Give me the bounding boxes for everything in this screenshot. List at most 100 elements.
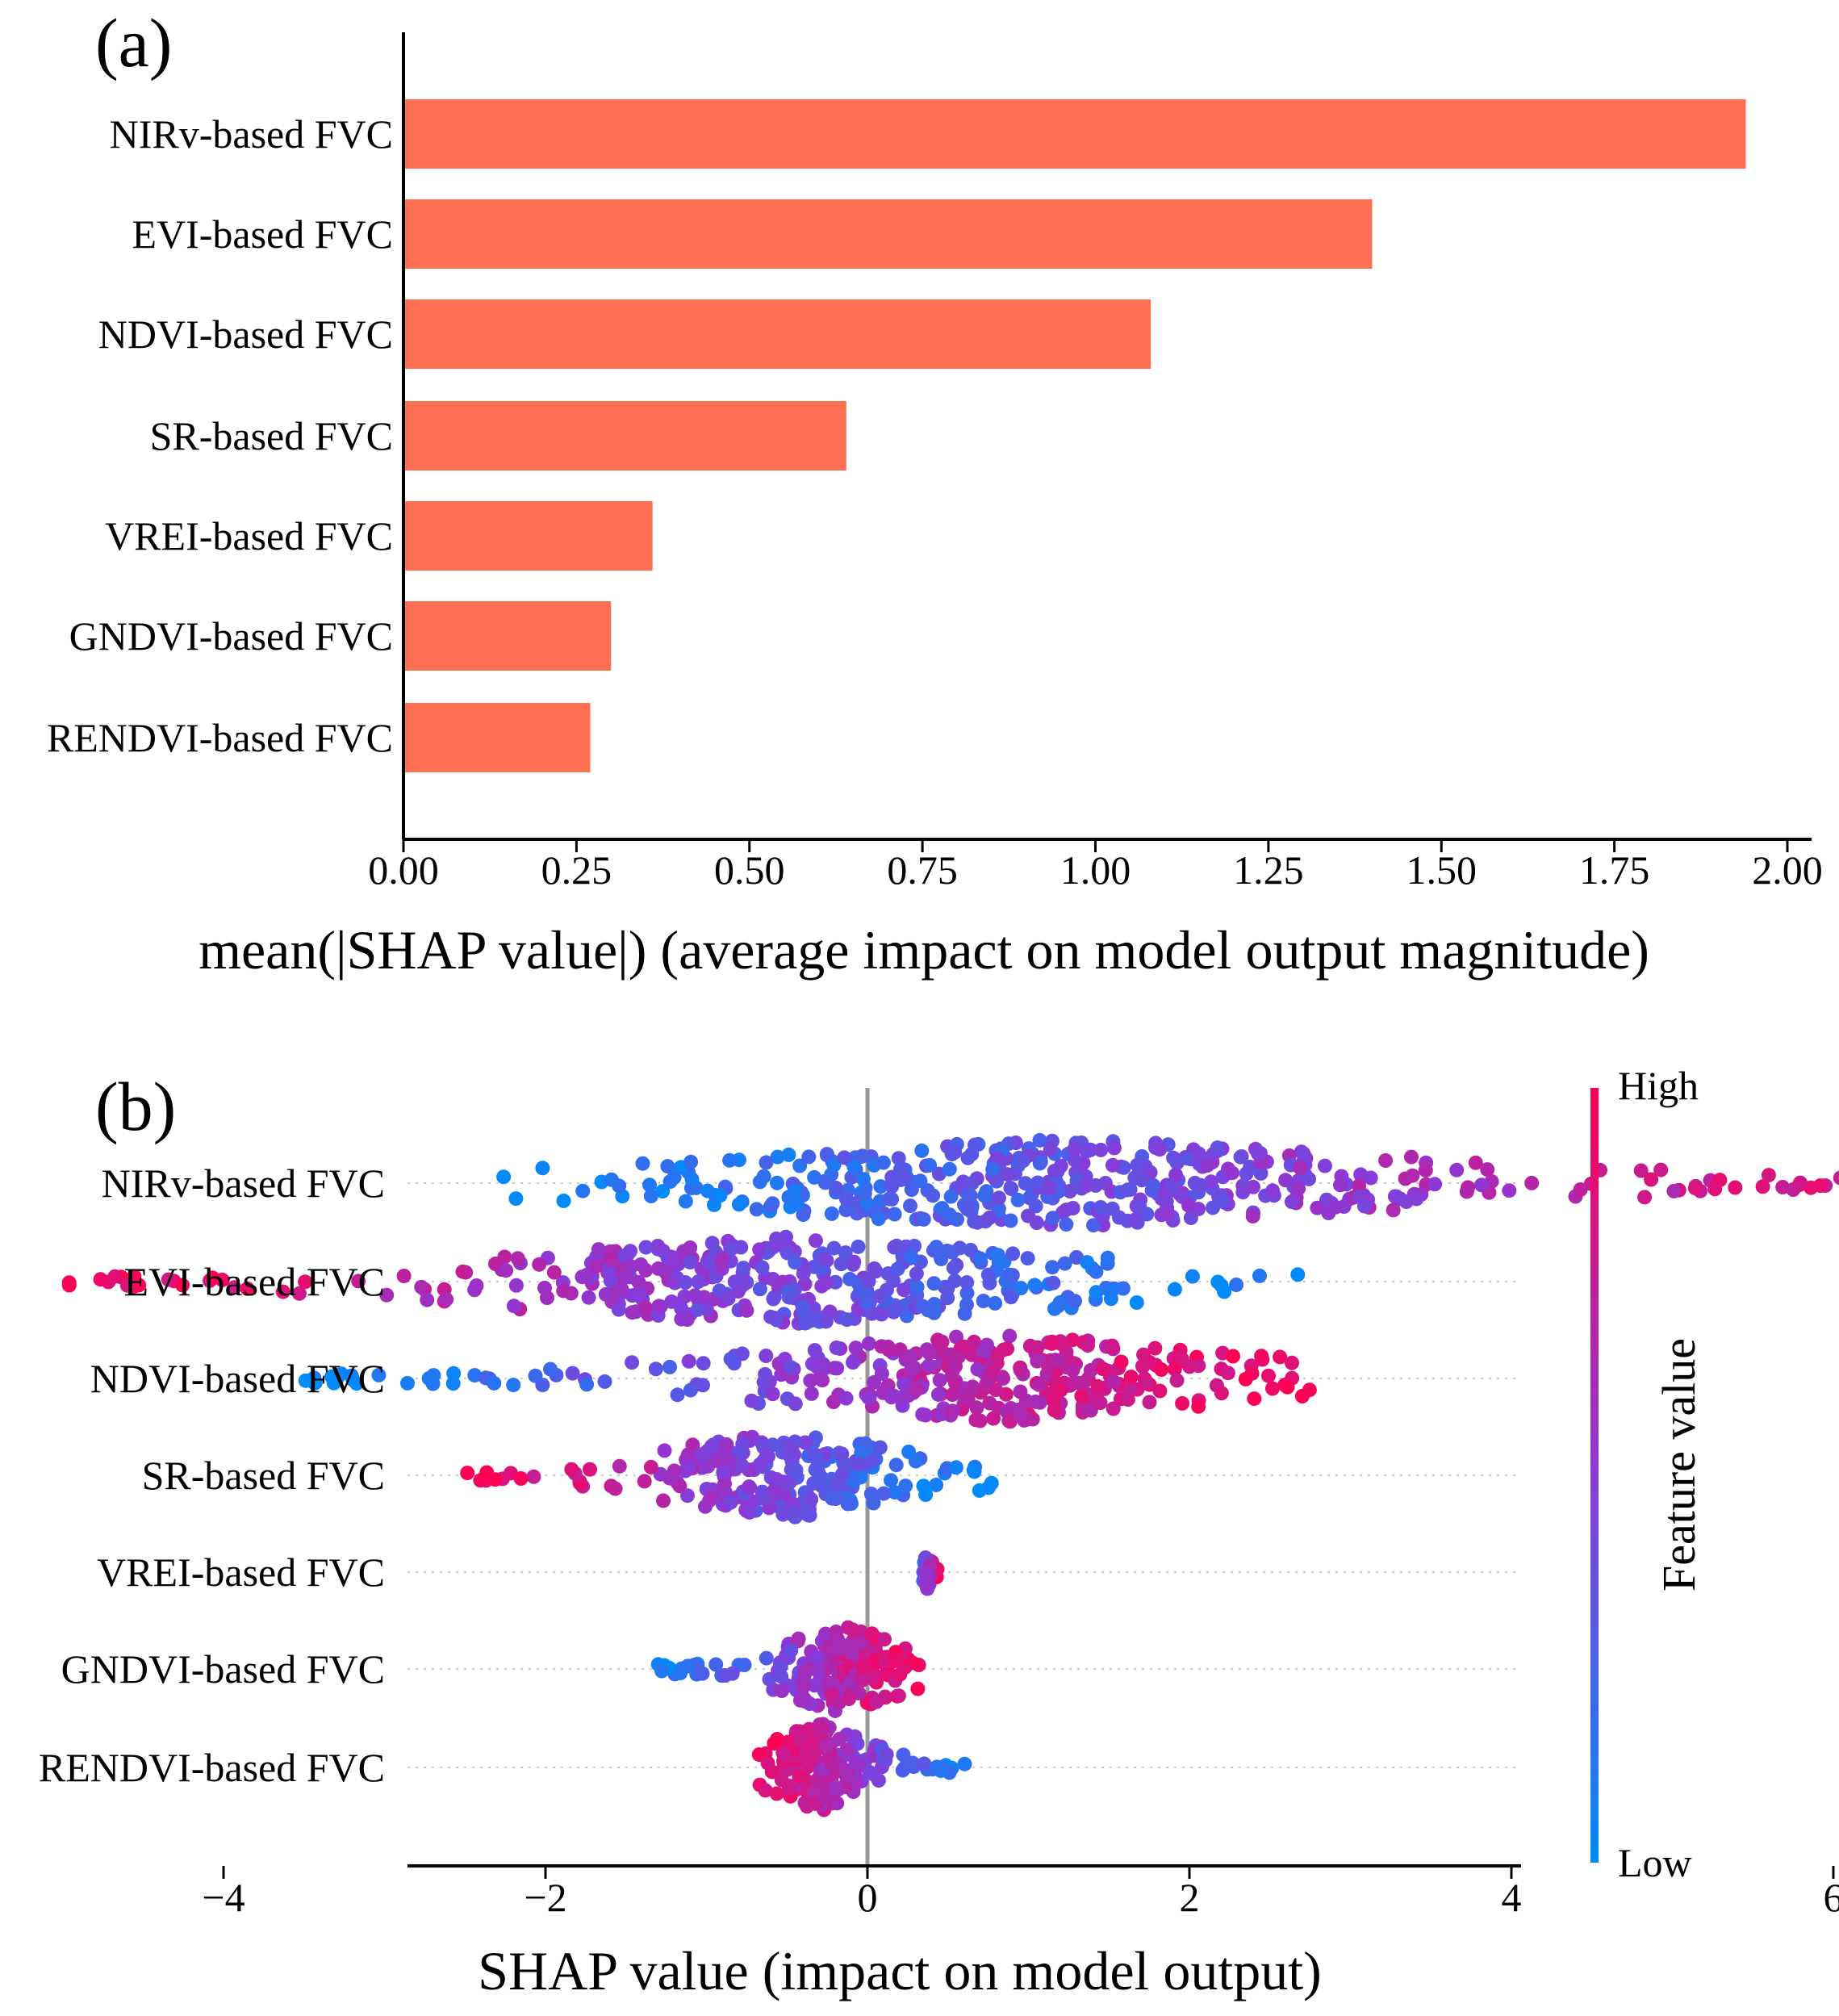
beeswarm-point: [848, 1341, 863, 1356]
beeswarm-point: [759, 1349, 774, 1363]
beeswarm-point: [767, 1237, 783, 1253]
beeswarm-point: [846, 1355, 860, 1370]
beeswarm-point: [968, 1137, 982, 1152]
beeswarm-point: [1079, 1144, 1094, 1159]
beeswarm-point: [1093, 1395, 1108, 1411]
beeswarm-point: [1154, 1362, 1169, 1378]
beeswarm-point: [734, 1458, 750, 1473]
beeswarm-point: [698, 1499, 713, 1514]
beeswarm-point: [909, 1279, 925, 1295]
colorbar-gradient: [1590, 1088, 1599, 1863]
beeswarm-point: [1191, 1146, 1206, 1161]
x-tick-label: 4: [1502, 1875, 1522, 1920]
beeswarm-point: [637, 1474, 652, 1489]
beeswarm-point: [939, 1244, 955, 1258]
beeswarm-point: [948, 1376, 963, 1391]
beeswarm-point: [852, 1637, 867, 1652]
beeswarm-point: [985, 1162, 1001, 1177]
beeswarm-point: [863, 1487, 879, 1501]
x-tick-label: 0.25: [541, 847, 612, 893]
beeswarm-point: [604, 1479, 619, 1494]
beeswarm-point: [1065, 1362, 1080, 1378]
beeswarm-point: [537, 1280, 552, 1295]
beeswarm-point: [1000, 1167, 1015, 1182]
beeswarm-point: [796, 1692, 812, 1707]
beeswarm-point: [813, 1721, 829, 1736]
row-label-gndvi-based-fvc: GNDVI-based FVC: [61, 1646, 385, 1692]
x-axis-title: SHAP value (impact on model output): [478, 1940, 1322, 2001]
x-tick-label: 2.00: [1752, 847, 1823, 893]
beeswarm-point: [723, 1352, 738, 1366]
beeswarm-point: [298, 1274, 313, 1290]
beeswarm-point: [868, 1264, 884, 1279]
beeswarm-point: [851, 1457, 866, 1472]
beeswarm-point: [1573, 1182, 1588, 1197]
beeswarm-point: [1120, 1392, 1135, 1407]
beeswarm-point: [969, 1400, 984, 1416]
beeswarm-point: [1185, 1269, 1200, 1284]
beeswarm-point: [917, 1756, 932, 1771]
beeswarm-point: [602, 1249, 617, 1265]
beeswarm-point: [942, 1207, 957, 1223]
beeswarm-point: [767, 1736, 782, 1751]
beeswarm-point: [825, 1491, 840, 1506]
beeswarm-point: [982, 1395, 997, 1411]
beeswarm-point: [1093, 1142, 1109, 1157]
beeswarm-point: [881, 1342, 897, 1357]
beeswarm-point: [714, 1253, 729, 1269]
beeswarm-point: [654, 1663, 670, 1679]
beeswarm-point: [990, 1248, 1005, 1263]
beeswarm-row-ndvi-based-fvc: [298, 1328, 1317, 1429]
x-tick-label: 1.75: [1579, 847, 1650, 893]
beeswarm-point: [904, 1249, 919, 1265]
beeswarm-point: [1057, 1256, 1072, 1271]
beeswarm-point: [919, 1578, 934, 1593]
beeswarm-point: [1181, 1198, 1197, 1213]
beeswarm-point: [1164, 1178, 1180, 1194]
beeswarm-point: [922, 1358, 937, 1374]
beeswarm-point: [1062, 1184, 1077, 1198]
beeswarm-point: [1053, 1382, 1068, 1398]
beeswarm-point: [1167, 1282, 1182, 1297]
beeswarm-point: [878, 1753, 893, 1768]
beeswarm-point: [1363, 1170, 1378, 1186]
beeswarm-point: [642, 1177, 657, 1193]
beeswarm-point: [838, 1245, 853, 1261]
beeswarm-point: [1793, 1175, 1808, 1190]
beeswarm-point: [1378, 1153, 1394, 1168]
beeswarm-point: [400, 1375, 415, 1391]
bar-nirv-based-fvc: [403, 99, 1746, 169]
beeswarm-point: [625, 1355, 640, 1370]
beeswarm-point: [793, 1734, 809, 1749]
beeswarm-point: [1174, 1351, 1189, 1366]
beeswarm-point: [1253, 1165, 1268, 1181]
beeswarm-point: [1386, 1202, 1401, 1218]
beeswarm-point: [942, 1161, 957, 1177]
beeswarm-point: [1468, 1155, 1483, 1170]
beeswarm-point: [916, 1211, 931, 1227]
beeswarm-point: [959, 1286, 975, 1301]
beeswarm-point: [1090, 1378, 1105, 1394]
beeswarm-point: [624, 1259, 639, 1274]
beeswarm-point: [298, 1373, 313, 1388]
panel-b-label: (b): [95, 1068, 176, 1145]
beeswarm-point: [1030, 1175, 1045, 1190]
beeswarm-point: [873, 1179, 888, 1194]
beeswarm-point: [945, 1387, 960, 1403]
beeswarm-point: [854, 1445, 869, 1461]
beeswarm-point: [1080, 1338, 1095, 1353]
beeswarm-point: [807, 1169, 822, 1185]
beeswarm-point: [487, 1472, 503, 1487]
beeswarm-point: [782, 1781, 797, 1796]
beeswarm-point: [869, 1694, 884, 1709]
beeswarm-point: [1159, 1194, 1174, 1209]
beeswarm-point: [846, 1474, 861, 1489]
beeswarm-point: [1191, 1399, 1206, 1414]
bar-ndvi-based-fvc: [403, 299, 1151, 369]
beeswarm-point: [926, 1188, 941, 1203]
beeswarm-point: [215, 1272, 230, 1287]
beeswarm-point: [1418, 1163, 1433, 1178]
beeswarm-point: [426, 1368, 441, 1383]
beeswarm-point: [808, 1462, 823, 1478]
beeswarm-point: [1033, 1154, 1048, 1169]
